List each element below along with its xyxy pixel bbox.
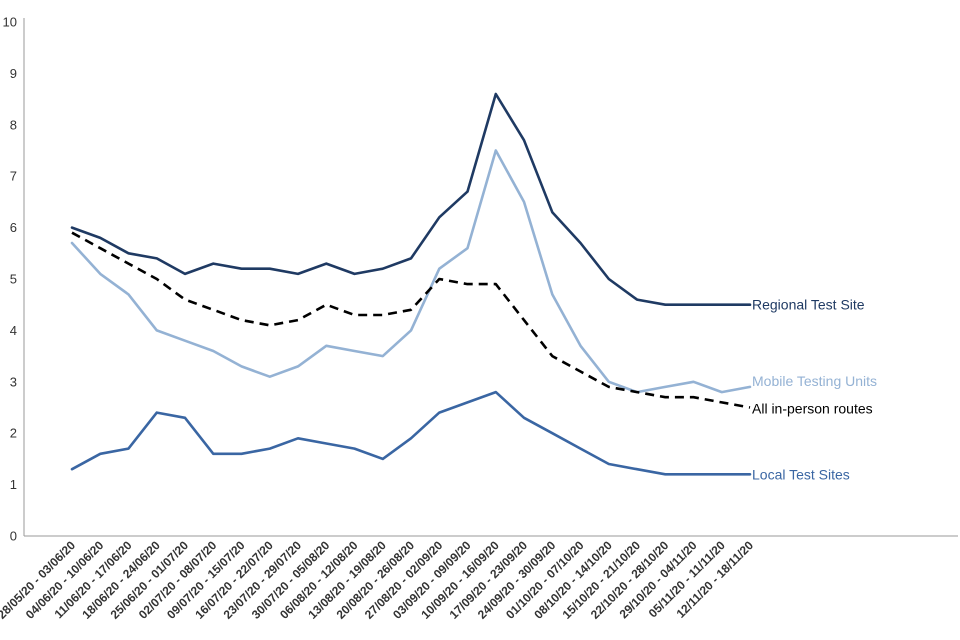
y-tick-label: 0 — [10, 529, 17, 544]
y-axis-ticks: 0 1 2 3 4 5 6 7 8 9 10 — [3, 15, 17, 544]
y-tick-label: 4 — [10, 323, 17, 338]
y-tick-label: 9 — [10, 66, 17, 81]
y-tick-label: 6 — [10, 220, 17, 235]
series-label-local-test-sites: Local Test Sites — [752, 466, 850, 482]
series-line-all-in-person-routes — [71, 231, 751, 409]
y-tick-label: 2 — [10, 426, 17, 441]
y-tick-label: 7 — [10, 169, 17, 184]
series-label-regional-test-site: Regional Test Site — [752, 297, 865, 313]
axes — [23, 18, 958, 537]
y-tick-label: 3 — [10, 374, 17, 389]
series-label-all-in-person-routes: All in-person routes — [752, 401, 873, 417]
y-tick-label: 1 — [10, 477, 17, 492]
y-tick-label: 8 — [10, 117, 17, 132]
y-tick-label: 5 — [10, 272, 17, 287]
series-line-mobile-testing-units — [70, 149, 752, 394]
series-labels: Regional Test Site Mobile Testing Units Al… — [752, 297, 877, 483]
y-tick-label: 10 — [3, 15, 17, 30]
series-line-local-test-sites — [70, 390, 752, 476]
series-label-mobile-testing-units: Mobile Testing Units — [752, 373, 877, 389]
series-line-regional-test-site — [70, 92, 752, 307]
series-lines — [70, 92, 752, 476]
